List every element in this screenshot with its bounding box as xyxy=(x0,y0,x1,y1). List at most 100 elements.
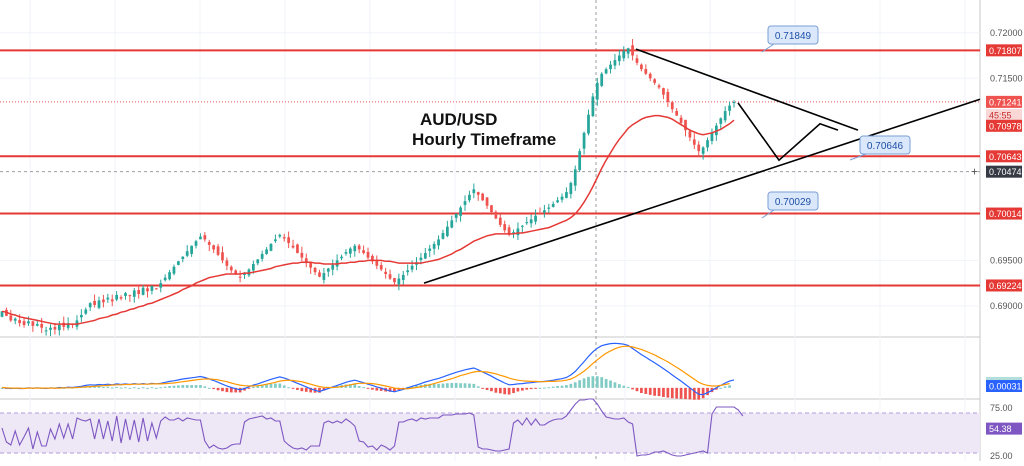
macd-histogram-bar xyxy=(415,385,418,388)
candle xyxy=(701,147,705,154)
candle xyxy=(732,101,736,104)
level-badge-bg xyxy=(986,44,1022,57)
support-trendline xyxy=(423,98,981,284)
candle xyxy=(600,73,604,86)
macd-histogram-bar xyxy=(622,385,626,388)
candle xyxy=(432,243,436,249)
candle xyxy=(591,96,595,117)
level-lines xyxy=(0,49,980,287)
rsi-pane xyxy=(0,398,980,457)
candle xyxy=(706,140,709,148)
macd-histogram-bar xyxy=(353,384,357,388)
macd-histogram-bar xyxy=(177,385,180,388)
candle xyxy=(66,323,70,328)
callout-box xyxy=(767,191,819,211)
candle xyxy=(102,299,105,303)
candle xyxy=(27,321,30,324)
candle xyxy=(194,241,198,246)
macd-histogram-bar xyxy=(102,386,105,388)
macd-histogram-bar xyxy=(207,387,211,389)
level-badge-bg xyxy=(986,207,1022,220)
macd-histogram-bar xyxy=(441,383,445,388)
candle xyxy=(49,327,52,330)
macd-histogram-bar xyxy=(494,387,498,393)
candle xyxy=(657,85,661,88)
candle xyxy=(282,237,286,239)
candle xyxy=(150,285,154,291)
candle xyxy=(670,102,674,110)
macd-histogram-bar xyxy=(278,383,282,388)
macd-histogram-bar xyxy=(375,387,379,391)
macd-histogram-bar xyxy=(282,385,286,388)
candle xyxy=(190,245,193,254)
candle xyxy=(31,321,35,326)
candle xyxy=(243,274,246,276)
candle xyxy=(22,321,26,325)
candle xyxy=(207,242,211,245)
candle xyxy=(728,105,731,111)
candle xyxy=(684,119,687,131)
candle xyxy=(428,248,432,251)
macd-histogram-bar xyxy=(675,387,679,399)
macd-histogram-bar xyxy=(617,384,621,388)
rsi-value-badge: 54.38 xyxy=(989,424,1012,434)
macd-histogram-bar xyxy=(154,387,158,389)
macd-histogram-bar xyxy=(547,387,551,389)
candle xyxy=(631,45,634,56)
candle xyxy=(265,249,268,254)
macd-histogram-bar xyxy=(93,386,96,388)
macd-pane xyxy=(0,342,735,400)
macd-histogram-bar xyxy=(269,383,273,388)
candle xyxy=(88,303,92,308)
macd-histogram-bar xyxy=(260,385,264,388)
candle xyxy=(609,64,612,70)
rsi-value-badge-bg xyxy=(986,422,1022,435)
candle xyxy=(560,196,564,200)
candle xyxy=(9,315,13,321)
macd-histogram-bar xyxy=(587,376,590,388)
candle xyxy=(454,213,458,218)
callout-pointer xyxy=(761,209,775,219)
candle xyxy=(225,260,229,266)
candle xyxy=(393,278,396,283)
candle xyxy=(547,207,551,209)
macd-histogram-bar xyxy=(450,382,454,388)
macd-histogram-bar xyxy=(432,383,436,388)
candle xyxy=(573,169,577,186)
callout-label: 0.71849 xyxy=(775,31,812,42)
macd-histogram-bar xyxy=(304,387,308,392)
ma-price-badge-bg xyxy=(986,119,1022,132)
candle xyxy=(587,114,590,134)
level-badge-bg xyxy=(986,279,1022,292)
candle xyxy=(40,323,44,328)
macd-histogram-bar xyxy=(110,387,114,389)
macd-histogram-bar xyxy=(185,385,189,388)
rsi-band xyxy=(0,413,980,453)
candle xyxy=(353,245,357,252)
candle xyxy=(44,330,48,332)
candle xyxy=(626,48,630,54)
candle xyxy=(551,203,555,207)
current-price-badge: 0.71241 xyxy=(989,97,1022,107)
macd-histogram-bar xyxy=(565,385,568,388)
candle xyxy=(582,132,586,149)
candle xyxy=(0,311,4,317)
candle xyxy=(269,243,273,251)
candle xyxy=(635,58,639,63)
candle xyxy=(397,278,401,285)
macd-histogram-bar xyxy=(600,377,604,388)
countdown-badge: 45:55 xyxy=(989,111,1012,121)
macd-histogram-bar xyxy=(150,387,154,389)
candle xyxy=(481,193,485,201)
macd-histogram-bar xyxy=(256,386,260,388)
candle xyxy=(274,239,277,242)
callout-box xyxy=(767,25,819,45)
rsi-line xyxy=(1,398,744,457)
macd-histogram-bar xyxy=(640,387,643,394)
candle xyxy=(53,327,57,330)
level-badge: 0.70643 xyxy=(989,152,1022,162)
macd-histogram-bar xyxy=(595,376,599,388)
macd-histogram-bar xyxy=(132,387,136,389)
